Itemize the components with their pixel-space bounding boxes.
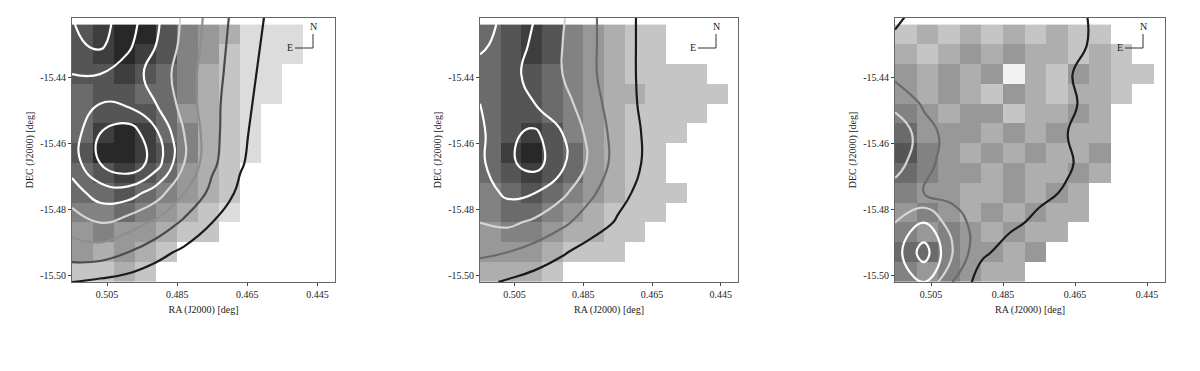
svg-text:-15.44: -15.44 [863,72,889,83]
svg-text:-15.50: -15.50 [863,270,889,281]
svg-text:-15.50: -15.50 [40,270,66,281]
svg-text:0.485: 0.485 [992,289,1015,300]
svg-text:0.485: 0.485 [572,289,595,300]
svg-text:-15.48: -15.48 [40,204,66,215]
svg-text:RA (J2000) [deg]: RA (J2000) [deg] [995,304,1065,316]
svg-text:-15.46: -15.46 [863,138,889,149]
svg-text:-15.46: -15.46 [448,138,474,149]
svg-text:0.505: 0.505 [503,289,526,300]
svg-text:0.485: 0.485 [166,289,189,300]
svg-text:0.445: 0.445 [710,289,733,300]
svg-text:0.465: 0.465 [641,289,664,300]
svg-text:-15.44: -15.44 [40,72,66,83]
svg-text:-15.48: -15.48 [448,204,474,215]
svg-text:DEC (J2000) [deg]: DEC (J2000) [deg] [847,112,859,189]
svg-text:DEC (J2000) [deg]: DEC (J2000) [deg] [24,112,36,189]
svg-text:0.465: 0.465 [1064,289,1087,300]
svg-text:N: N [1140,21,1147,32]
svg-text:RA (J2000) [deg]: RA (J2000) [deg] [574,304,644,316]
svg-text:N: N [310,21,317,32]
svg-text:0.445: 0.445 [1136,289,1159,300]
svg-text:0.505: 0.505 [96,289,119,300]
svg-text:-15.44: -15.44 [448,72,474,83]
svg-text:E: E [690,42,696,53]
svg-text:DEC (J2000) [deg]: DEC (J2000) [deg] [432,112,444,189]
svg-text:E: E [1117,42,1123,53]
svg-text:0.445: 0.445 [306,289,329,300]
svg-text:E: E [287,42,293,53]
svg-text:RA (J2000) [deg]: RA (J2000) [deg] [169,304,239,316]
svg-text:-15.50: -15.50 [448,270,474,281]
svg-text:0.465: 0.465 [236,289,259,300]
svg-text:0.505: 0.505 [920,289,943,300]
svg-text:-15.46: -15.46 [40,138,66,149]
svg-text:-15.48: -15.48 [863,204,889,215]
svg-text:N: N [713,21,720,32]
